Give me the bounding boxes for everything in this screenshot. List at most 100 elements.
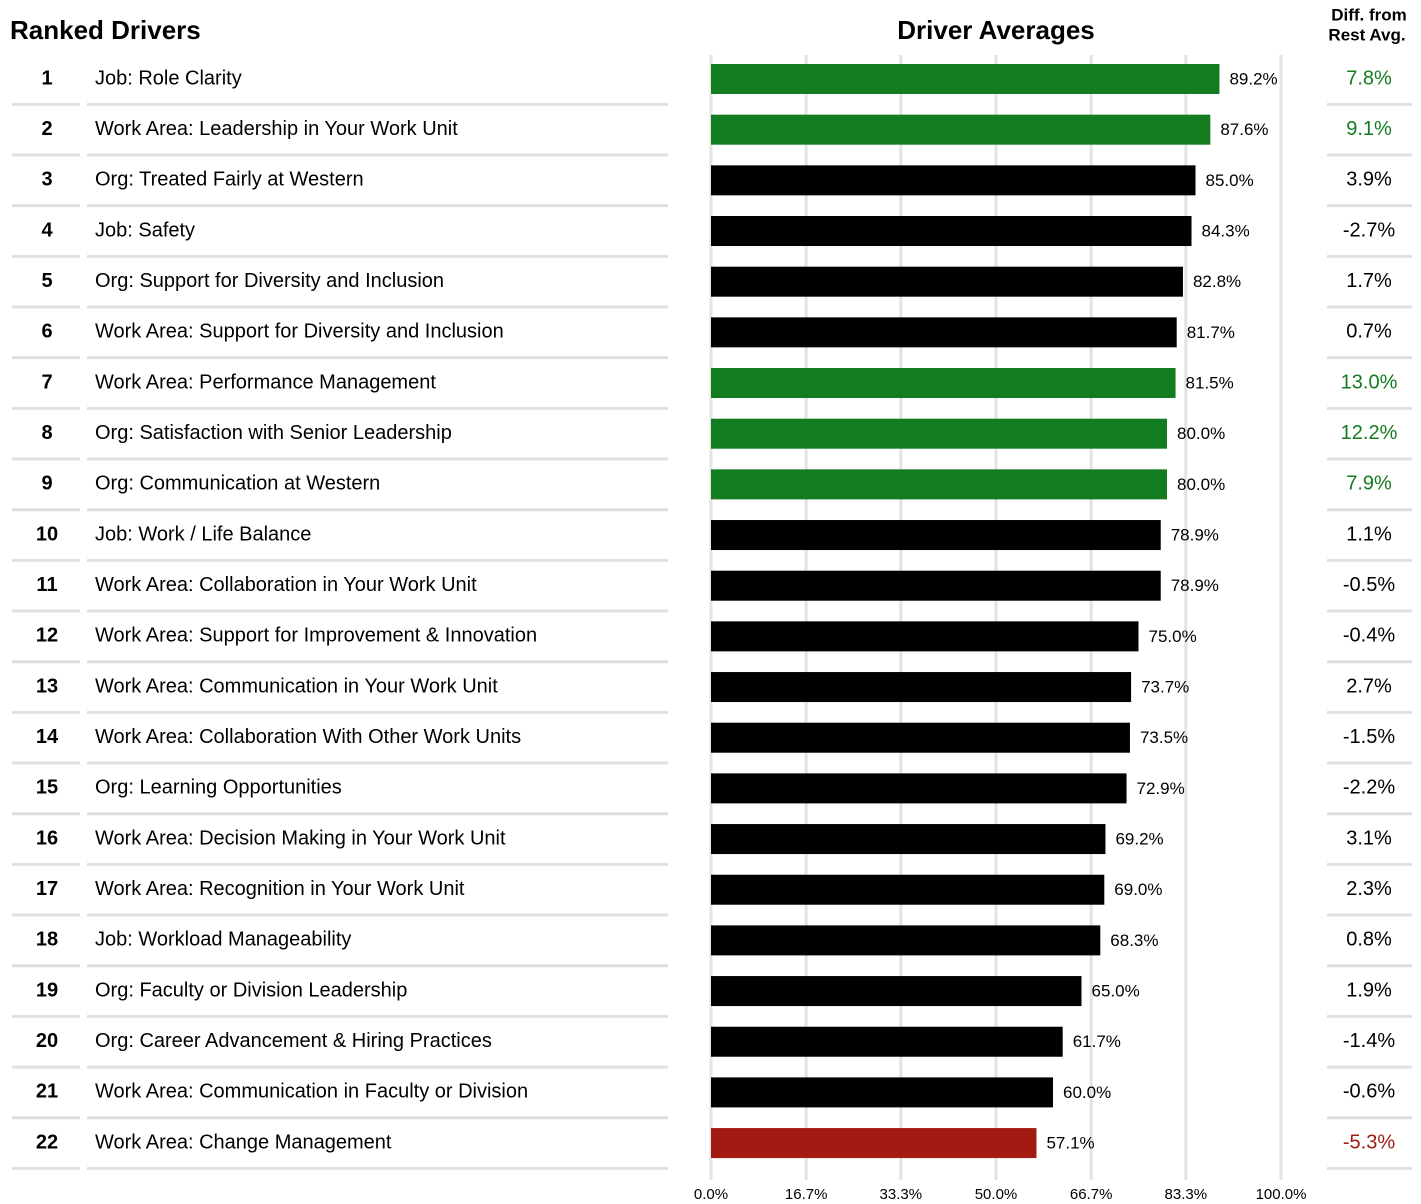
- bar: [711, 773, 1127, 804]
- driver-label: Work Area: Collaboration in Your Work Un…: [95, 574, 477, 596]
- bar: [711, 1026, 1063, 1057]
- bar: [711, 165, 1196, 196]
- value-label: 80.0%: [1177, 475, 1225, 494]
- driver-label: Work Area: Collaboration With Other Work…: [95, 726, 521, 748]
- value-label: 72.9%: [1137, 779, 1185, 798]
- bar: [711, 520, 1161, 551]
- rank: 14: [36, 726, 59, 748]
- bar: [711, 114, 1211, 145]
- driver-label: Job: Role Clarity: [95, 67, 242, 89]
- bar: [711, 722, 1130, 753]
- value-label: 87.6%: [1220, 120, 1268, 139]
- rank: 9: [41, 473, 52, 495]
- diff-value: 1.1%: [1346, 523, 1392, 545]
- rank: 7: [41, 371, 52, 393]
- value-label: 68.3%: [1110, 931, 1158, 950]
- table-title: Ranked Drivers: [10, 15, 201, 45]
- bar: [711, 317, 1177, 348]
- rank: 19: [36, 979, 58, 1001]
- driver-label: Org: Communication at Western: [95, 473, 380, 495]
- diff-value: 1.9%: [1346, 979, 1392, 1001]
- driver-label: Work Area: Communication in Faculty or D…: [95, 1081, 528, 1103]
- driver-label: Work Area: Support for Diversity and Inc…: [95, 321, 504, 343]
- diff-value: 1.7%: [1346, 270, 1392, 292]
- diff-value: -5.3%: [1343, 1131, 1395, 1153]
- value-label: 73.5%: [1140, 728, 1188, 747]
- driver-label: Job: Workload Manageability: [95, 929, 351, 951]
- bar: [711, 64, 1220, 94]
- rank: 11: [36, 574, 57, 596]
- diff-value: -2.2%: [1343, 777, 1395, 799]
- diff-value: -0.4%: [1343, 625, 1395, 647]
- driver-label: Work Area: Recognition in Your Work Unit: [95, 878, 465, 900]
- value-label: 82.8%: [1193, 272, 1241, 291]
- rank: 8: [41, 422, 52, 444]
- driver-label: Work Area: Support for Improvement & Inn…: [95, 625, 537, 647]
- diff-value: 0.8%: [1346, 929, 1392, 951]
- bar: [711, 266, 1183, 297]
- diff-header: Diff. from: [1331, 5, 1407, 24]
- bar: [711, 418, 1167, 449]
- rank: 13: [36, 675, 58, 697]
- bar: [711, 469, 1167, 500]
- rank: 1: [41, 67, 52, 89]
- rank: 15: [36, 777, 58, 799]
- value-label: 61.7%: [1073, 1032, 1121, 1051]
- diff-value: -0.6%: [1343, 1081, 1395, 1103]
- rank: 21: [36, 1081, 58, 1103]
- driver-label: Work Area: Communication in Your Work Un…: [95, 675, 498, 697]
- rank: 4: [41, 219, 53, 241]
- rank: 6: [41, 321, 52, 343]
- x-tick-label: 66.7%: [1070, 1186, 1113, 1203]
- driver-label: Org: Support for Diversity and Inclusion: [95, 270, 444, 292]
- value-label: 81.7%: [1187, 323, 1235, 342]
- diff-value: 7.9%: [1346, 473, 1392, 495]
- diff-value: -1.4%: [1343, 1030, 1395, 1052]
- value-label: 69.2%: [1115, 830, 1163, 849]
- x-tick-label: 50.0%: [975, 1186, 1018, 1203]
- diff-value: 13.0%: [1341, 371, 1398, 393]
- driver-label: Work Area: Decision Making in Your Work …: [95, 827, 506, 849]
- rank: 20: [36, 1030, 58, 1052]
- diff-value: 2.3%: [1346, 878, 1392, 900]
- bar: [711, 824, 1106, 855]
- bar: [711, 216, 1192, 247]
- driver-label: Work Area: Leadership in Your Work Unit: [95, 118, 458, 140]
- rank: 16: [36, 827, 58, 849]
- x-tick-label: 16.7%: [785, 1186, 828, 1203]
- value-label: 78.9%: [1171, 576, 1219, 595]
- rank: 10: [36, 523, 58, 545]
- diff-value: 3.1%: [1346, 827, 1392, 849]
- diff-value: 9.1%: [1346, 118, 1392, 140]
- bar: [711, 672, 1132, 703]
- value-label: 81.5%: [1186, 374, 1234, 393]
- driver-label: Work Area: Performance Management: [95, 371, 436, 393]
- diff-value: 2.7%: [1346, 675, 1392, 697]
- diff-value: 7.8%: [1346, 67, 1392, 89]
- diff-header: Rest Avg.: [1328, 25, 1405, 44]
- value-label: 69.0%: [1114, 880, 1162, 899]
- rank: 12: [36, 625, 58, 647]
- value-label: 60.0%: [1063, 1083, 1111, 1102]
- driver-label: Job: Work / Life Balance: [95, 523, 311, 545]
- x-tick-label: 0.0%: [694, 1186, 728, 1203]
- diff-value: -1.5%: [1343, 726, 1395, 748]
- value-label: 73.7%: [1141, 678, 1189, 697]
- bar: [711, 621, 1139, 652]
- driver-label: Org: Learning Opportunities: [95, 777, 342, 799]
- driver-label: Org: Satisfaction with Senior Leadership: [95, 422, 452, 444]
- value-label: 89.2%: [1229, 69, 1277, 88]
- bar: [711, 1128, 1037, 1159]
- rank: 18: [36, 929, 58, 951]
- value-label: 57.1%: [1046, 1134, 1094, 1153]
- driver-label: Org: Treated Fairly at Western: [95, 169, 364, 191]
- bar: [711, 976, 1082, 1007]
- value-label: 75.0%: [1149, 627, 1197, 646]
- value-label: 85.0%: [1206, 171, 1254, 190]
- bar: [711, 874, 1105, 905]
- rank: 3: [41, 169, 52, 191]
- value-label: 78.9%: [1171, 526, 1219, 545]
- value-label: 65.0%: [1092, 982, 1140, 1001]
- driver-label: Org: Faculty or Division Leadership: [95, 979, 407, 1001]
